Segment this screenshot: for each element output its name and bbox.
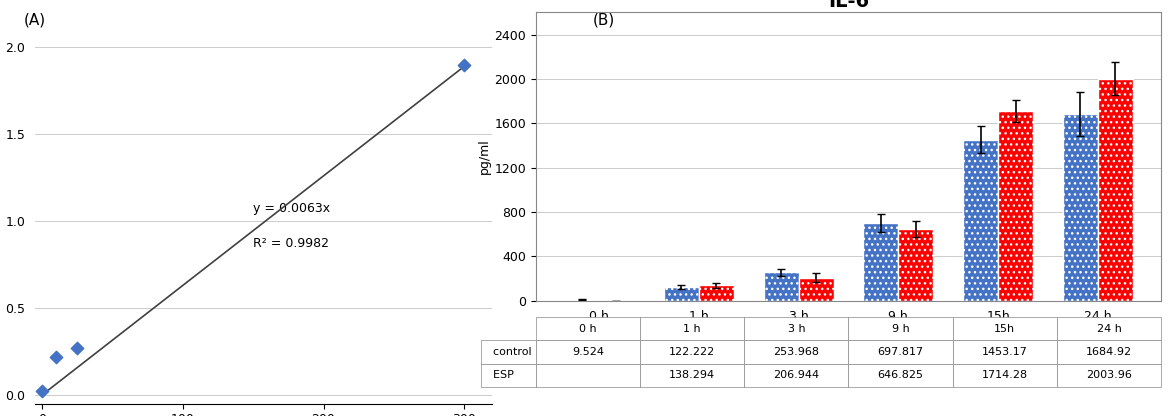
- Bar: [899, 229, 934, 301]
- Text: y = 0.0063x: y = 0.0063x: [253, 202, 331, 215]
- FancyBboxPatch shape: [482, 346, 487, 359]
- FancyBboxPatch shape: [482, 369, 487, 382]
- Bar: [664, 287, 699, 301]
- Point: [68, 344, 87, 351]
- Title: IL-6: IL-6: [828, 0, 869, 11]
- Bar: [863, 223, 899, 301]
- Text: R² = 0.9982: R² = 0.9982: [253, 237, 330, 250]
- Bar: [1098, 79, 1133, 301]
- Bar: [1063, 114, 1098, 301]
- Point: [33, 388, 52, 395]
- Y-axis label: pg/ml: pg/ml: [479, 139, 491, 174]
- Point: [455, 61, 474, 68]
- Text: (A): (A): [23, 12, 46, 27]
- Text: (B): (B): [592, 12, 615, 27]
- Bar: [699, 285, 734, 301]
- Bar: [998, 111, 1033, 301]
- Bar: [764, 272, 799, 301]
- Bar: [799, 278, 834, 301]
- Bar: [564, 300, 599, 301]
- Bar: [963, 140, 998, 301]
- Point: [47, 353, 66, 360]
